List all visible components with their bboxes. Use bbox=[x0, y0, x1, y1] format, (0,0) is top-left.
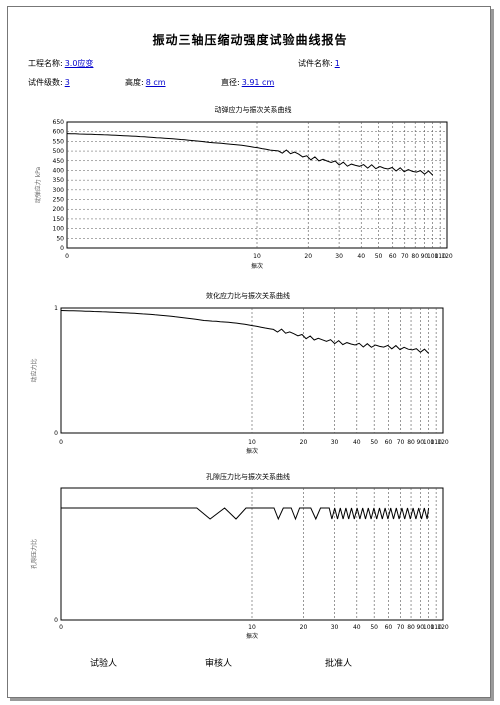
diameter-label: 直径: bbox=[221, 78, 240, 87]
x-tick-label: 90 bbox=[416, 624, 424, 631]
y-axis-title: 动应力比 bbox=[30, 358, 38, 382]
x-tick-label: 20 bbox=[300, 624, 308, 631]
x-tick-label: 120 bbox=[437, 439, 449, 446]
x-tick-label: 90 bbox=[416, 439, 424, 446]
x-tick-label: 80 bbox=[407, 624, 415, 631]
level-value[interactable]: 3 bbox=[64, 78, 70, 87]
x-tick-label: 100 bbox=[423, 439, 435, 446]
y-tick-label: 650 bbox=[53, 119, 65, 126]
x-tick-label: 60 bbox=[385, 439, 393, 446]
y-tick-label: 600 bbox=[53, 129, 65, 136]
y-tick-label: 550 bbox=[53, 138, 65, 145]
y-axis-title: 孔隙压力比 bbox=[30, 539, 38, 569]
x-tick-label: 40 bbox=[357, 253, 365, 260]
y-tick-label: 400 bbox=[53, 167, 65, 174]
x-tick-label: 70 bbox=[401, 253, 409, 260]
approver-label: 批准人 bbox=[325, 659, 353, 669]
level-field: 试件级数: 3 bbox=[28, 77, 70, 88]
x-axis-title: 振次 bbox=[246, 632, 258, 640]
x-axis-title: 振次 bbox=[251, 262, 263, 270]
x-tick-label: 50 bbox=[375, 253, 383, 260]
x-tick-label: 70 bbox=[397, 624, 405, 631]
diameter-field: 直径: 3.91 cm bbox=[221, 77, 274, 88]
x-axis-title: 振次 bbox=[246, 447, 258, 455]
y-tick-label: 0 bbox=[54, 617, 58, 624]
report-title: 振动三轴压缩动强度试验曲线报告 bbox=[152, 33, 348, 47]
x-tick-label: 110 bbox=[434, 253, 446, 260]
plot-frame bbox=[60, 307, 444, 434]
y-tick-label: 300 bbox=[53, 187, 65, 194]
y-axis-title: 动弹应力 kPa bbox=[34, 166, 42, 203]
x-tick-label: 10 bbox=[253, 253, 261, 260]
specimen-name-field: 试件名称: 1 bbox=[298, 58, 340, 69]
x-tick-label: 110 bbox=[430, 624, 442, 631]
y-tick-label: 350 bbox=[53, 177, 65, 184]
y-tick-label: 1 bbox=[54, 305, 58, 312]
x-tick-label: 30 bbox=[335, 253, 343, 260]
series-line bbox=[61, 507, 430, 521]
project-field: 工程名称: 3.0应变 bbox=[28, 58, 93, 69]
project-value[interactable]: 3.0应变 bbox=[64, 59, 94, 68]
x-tick-label: 120 bbox=[441, 253, 453, 260]
specimen-name-value[interactable]: 1 bbox=[334, 59, 340, 68]
diameter-value[interactable]: 3.91 cm bbox=[241, 78, 275, 87]
x-tick-label: 10 bbox=[248, 439, 256, 446]
x-tick-label: 60 bbox=[385, 624, 393, 631]
x-tick-label: 0 bbox=[65, 253, 69, 260]
series-line bbox=[66, 133, 434, 176]
pore-pressure-chart-svg: 孔隙压力比与振次关系曲线 0 10 20 30 40 50 60 70 80 90100110120… bbox=[30, 472, 449, 640]
chart-pore-pressure: 孔隙压力比与振次关系曲线 0 10 20 30 40 50 60 70 80 90 100 110 120… bbox=[0, 468, 500, 643]
x-tick-label: 0 bbox=[59, 439, 63, 446]
x-tick-label: 100 bbox=[423, 624, 435, 631]
report-page bbox=[7, 6, 491, 698]
y-tick-label: 0 bbox=[54, 430, 58, 437]
x-tick-label: 20 bbox=[304, 253, 312, 260]
x-tick-label: 40 bbox=[353, 439, 361, 446]
y-tick-label: 50 bbox=[56, 235, 64, 242]
x-tick-label: 120 bbox=[437, 624, 449, 631]
chart-dynamic-stress: 动弹应力与振次关系曲线 0 10 20 30 40 50 60 70 80 90 100 110 120 振… bbox=[0, 100, 500, 275]
x-tick-label: 40 bbox=[353, 624, 361, 631]
y-tick-label: 250 bbox=[53, 197, 65, 204]
chart-title: 动弹应力与振次关系曲线 bbox=[215, 105, 292, 114]
project-label: 工程名称: bbox=[28, 59, 63, 68]
x-tick-label: 30 bbox=[331, 624, 339, 631]
level-label: 试件级数: bbox=[28, 78, 63, 87]
x-tick-label: 10 bbox=[248, 624, 256, 631]
x-tick-label: 0 bbox=[59, 624, 63, 631]
x-tick-label: 60 bbox=[389, 253, 397, 260]
y-tick-label: 500 bbox=[53, 148, 65, 155]
x-tick-label: 30 bbox=[331, 439, 339, 446]
chart-stress-ratio: 效化应力比与振次关系曲线 0 10 20 30 40 50 60 70 80 90 100 110 120… bbox=[0, 286, 500, 456]
x-tick-label: 90 bbox=[421, 253, 429, 260]
plot-frame bbox=[66, 121, 448, 249]
reviewer-label: 审核人 bbox=[205, 659, 233, 669]
y-tick-label: 100 bbox=[53, 226, 65, 233]
y-tick-label: 200 bbox=[53, 206, 65, 213]
height-value[interactable]: 8 cm bbox=[145, 78, 166, 87]
y-tick-label: 450 bbox=[53, 158, 65, 165]
specimen-name-label: 试件名称: bbox=[298, 59, 333, 68]
x-tick-label: 20 bbox=[300, 439, 308, 446]
height-field: 高度: 8 cm bbox=[125, 77, 166, 88]
chart-title: 效化应力比与振次关系曲线 bbox=[206, 291, 290, 300]
x-tick-label: 80 bbox=[411, 253, 419, 260]
x-tick-label: 100 bbox=[427, 253, 439, 260]
y-tick-label: 0 bbox=[60, 245, 64, 252]
x-tick-label: 70 bbox=[397, 439, 405, 446]
tester-label: 试验人 bbox=[90, 659, 118, 669]
x-tick-label: 50 bbox=[370, 624, 378, 631]
x-tick-label: 110 bbox=[430, 439, 442, 446]
y-tick-label: 150 bbox=[53, 216, 65, 223]
series-line bbox=[60, 310, 429, 354]
x-tick-label: 50 bbox=[370, 439, 378, 446]
x-tick-label: 80 bbox=[407, 439, 415, 446]
height-label: 高度: bbox=[125, 78, 144, 87]
chart-title: 孔隙压力比与振次关系曲线 bbox=[206, 472, 290, 481]
